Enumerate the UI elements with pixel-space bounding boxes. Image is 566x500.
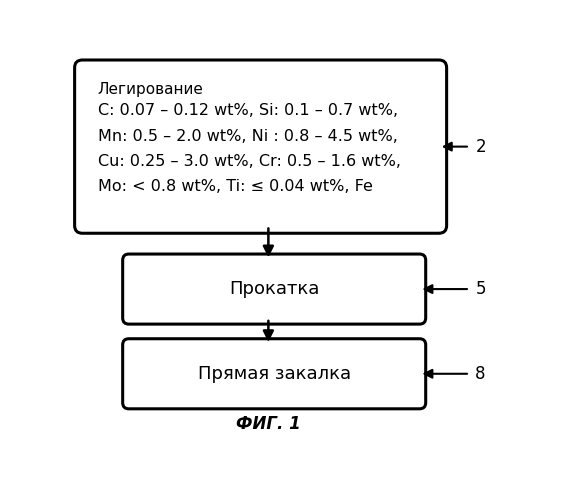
Text: 8: 8 bbox=[475, 365, 486, 383]
Text: Mo: < 0.8 wt%, Ti: ≤ 0.04 wt%, Fe: Mo: < 0.8 wt%, Ti: ≤ 0.04 wt%, Fe bbox=[98, 180, 373, 194]
Text: C: 0.07 – 0.12 wt%, Si: 0.1 – 0.7 wt%,: C: 0.07 – 0.12 wt%, Si: 0.1 – 0.7 wt%, bbox=[98, 103, 398, 118]
Text: Прокатка: Прокатка bbox=[229, 280, 319, 298]
Text: ФИГ. 1: ФИГ. 1 bbox=[236, 416, 301, 434]
FancyBboxPatch shape bbox=[123, 254, 426, 324]
FancyBboxPatch shape bbox=[123, 338, 426, 409]
Text: Cu: 0.25 – 3.0 wt%, Cr: 0.5 – 1.6 wt%,: Cu: 0.25 – 3.0 wt%, Cr: 0.5 – 1.6 wt%, bbox=[98, 154, 401, 169]
Text: 2: 2 bbox=[475, 138, 486, 156]
Text: Mn: 0.5 – 2.0 wt%, Ni : 0.8 – 4.5 wt%,: Mn: 0.5 – 2.0 wt%, Ni : 0.8 – 4.5 wt%, bbox=[98, 128, 398, 144]
Text: Легирование: Легирование bbox=[98, 82, 204, 96]
Text: 5: 5 bbox=[475, 280, 486, 298]
FancyBboxPatch shape bbox=[75, 60, 447, 233]
Text: Прямая закалка: Прямая закалка bbox=[198, 365, 351, 383]
